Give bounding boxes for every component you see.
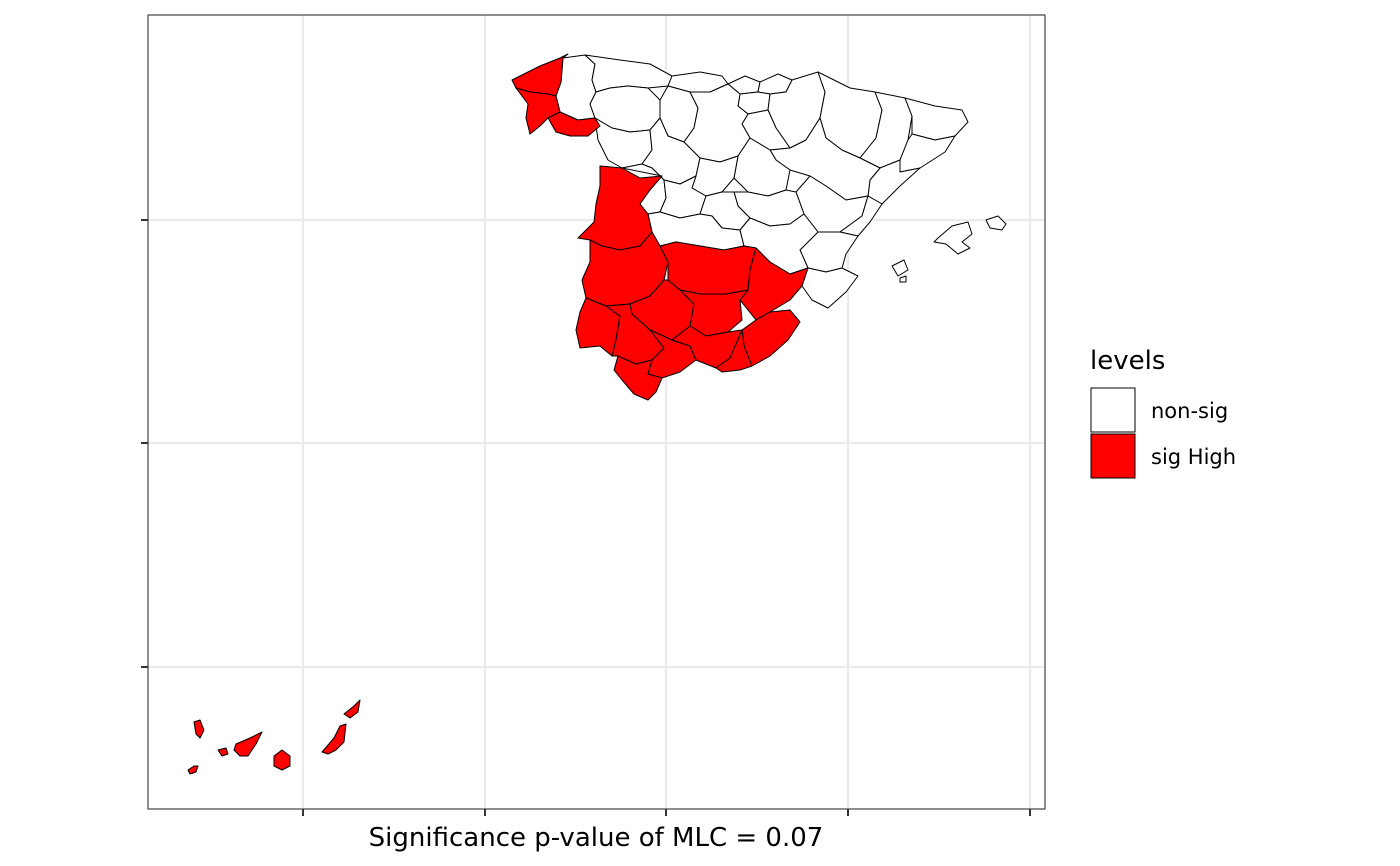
region-ourense xyxy=(547,111,601,137)
regions-non-sig xyxy=(555,54,1007,309)
region-la-palma xyxy=(193,719,205,739)
region-almeria xyxy=(715,329,753,373)
region-formentera xyxy=(899,275,907,283)
panel-border xyxy=(147,14,1046,810)
region-la-gomera xyxy=(217,747,229,757)
region-fuerteventura xyxy=(321,723,347,755)
axis-ticks xyxy=(141,219,1031,816)
region-a-coruna xyxy=(511,53,569,97)
region-tenerife xyxy=(233,731,263,757)
plot-panel xyxy=(148,15,1045,809)
regions-sig-high xyxy=(187,53,809,775)
region-cadiz xyxy=(613,355,663,401)
legend: levels non-sig sig High xyxy=(1090,346,1236,479)
region-menorca xyxy=(985,215,1007,231)
region-alacant xyxy=(801,267,859,309)
region-soria xyxy=(733,137,791,197)
legend-title: levels xyxy=(1090,346,1165,376)
region-albacete xyxy=(739,247,809,321)
legend-label-sig-high: sig High xyxy=(1151,445,1236,469)
legend-key-non-sig xyxy=(1090,387,1136,433)
legend-key-sig-high xyxy=(1090,433,1136,479)
legend-label-non-sig: non-sig xyxy=(1151,399,1228,423)
region-ibiza xyxy=(891,259,909,277)
region-gran-canaria xyxy=(273,749,291,771)
region-lanzarote xyxy=(343,699,361,719)
region-el-hierro xyxy=(187,765,199,775)
region-mallorca xyxy=(933,221,973,255)
x-axis-title: Significance p-value of MLC = 0.07 xyxy=(369,823,824,853)
region-jaen xyxy=(679,289,749,337)
